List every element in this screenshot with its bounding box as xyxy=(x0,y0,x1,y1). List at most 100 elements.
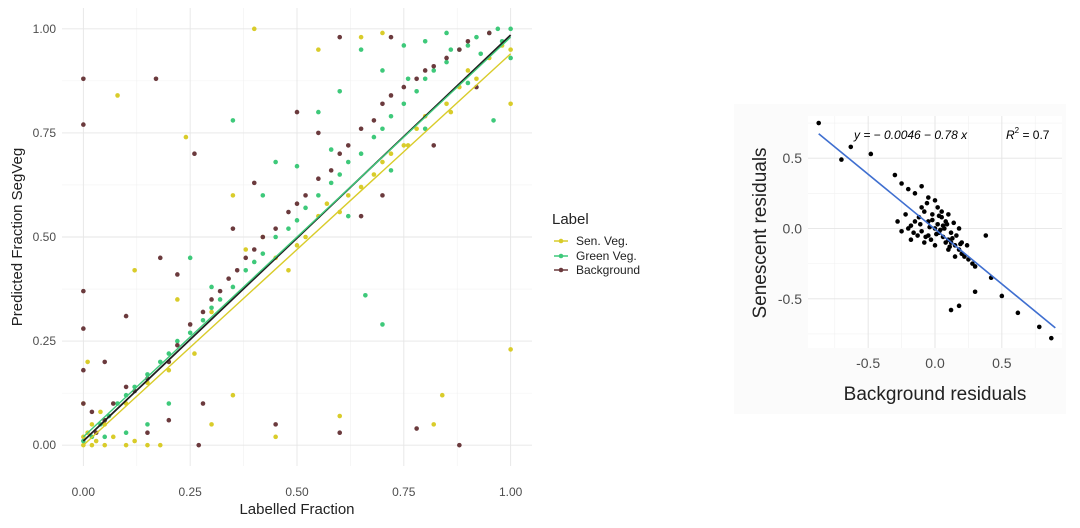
regression-equation: y = − 0.0046 − 0.78 x xyxy=(853,128,968,142)
point-background xyxy=(337,34,343,40)
point-background xyxy=(81,367,86,373)
point-sen-veg xyxy=(123,442,129,448)
residual-point xyxy=(951,220,957,226)
point-sen-veg xyxy=(183,134,189,140)
point-green-veg xyxy=(401,43,407,48)
y-tick-labels: 0.00 0.25 0.50 0.75 1.00 xyxy=(33,22,57,452)
residuals-x-axis-title: Background residuals xyxy=(844,384,1027,405)
residual-point xyxy=(922,240,927,245)
point-background xyxy=(89,409,95,415)
point-green-veg xyxy=(388,113,394,119)
point-green-veg xyxy=(316,109,321,115)
point-green-veg xyxy=(217,297,223,302)
point-background xyxy=(196,442,202,448)
point-background xyxy=(294,201,300,206)
point-green-veg xyxy=(465,80,471,86)
legend: Label Sen. Veg. Green Veg. Background xyxy=(552,211,640,277)
point-green-veg xyxy=(380,126,385,132)
residual-point xyxy=(919,184,924,189)
residual-point xyxy=(935,205,940,210)
point-background xyxy=(422,68,428,73)
point-green-veg xyxy=(187,330,193,336)
point-background xyxy=(230,226,236,231)
point-green-veg xyxy=(431,68,437,73)
residuals-x-tick-labels: -0.5 0.0 0.5 xyxy=(856,355,1012,371)
point-green-veg xyxy=(465,43,471,48)
point-background xyxy=(145,430,150,435)
point-green-veg xyxy=(230,118,236,123)
residual-point xyxy=(936,213,942,219)
point-sen-veg xyxy=(157,442,163,448)
point-green-veg xyxy=(260,251,266,256)
residuals-y-axis-title: Senescent residuals xyxy=(750,147,771,318)
residual-point xyxy=(950,236,955,241)
point-sen-veg xyxy=(230,193,236,198)
point-sen-veg xyxy=(380,30,385,36)
point-sen-veg xyxy=(444,101,449,107)
point-sen-veg xyxy=(110,434,116,440)
point-background xyxy=(243,255,249,261)
residual-point xyxy=(839,157,844,162)
point-background xyxy=(110,401,116,406)
point-sen-veg xyxy=(209,422,214,427)
y-tick-label: 0.5 xyxy=(783,150,803,166)
point-green-veg xyxy=(145,422,150,427)
point-sen-veg xyxy=(93,438,99,444)
point-green-veg xyxy=(422,39,428,44)
residuals-scatter-chart: -0.5 0.0 0.5 0.5 0.0 -0.5 y = − 0.0046 − 0.7… xyxy=(734,104,1066,414)
point-background xyxy=(414,426,419,431)
point-sen-veg xyxy=(89,442,95,448)
point-green-veg xyxy=(209,305,214,311)
residual-point xyxy=(848,144,854,150)
point-green-veg xyxy=(401,101,407,107)
point-background xyxy=(217,288,223,294)
residual-point xyxy=(816,120,821,126)
point-background xyxy=(251,180,257,186)
legend-title: Label xyxy=(552,211,589,228)
point-green-veg xyxy=(166,401,172,406)
legend-label-green-veg: Green Veg. xyxy=(576,249,637,263)
point-sen-veg xyxy=(251,26,257,32)
point-background xyxy=(166,417,172,423)
point-background xyxy=(457,442,462,448)
residual-point xyxy=(999,293,1005,299)
y-tick-label: 0.50 xyxy=(33,230,57,244)
fit-line xyxy=(82,34,512,442)
point-background xyxy=(337,151,343,157)
point-green-veg xyxy=(444,30,449,36)
residual-point xyxy=(912,219,918,224)
point-background xyxy=(157,255,163,261)
point-sen-veg xyxy=(89,422,95,427)
y-axis-title: Predicted Fraction SegVeg xyxy=(9,148,26,326)
point-background xyxy=(303,193,308,198)
point-green-veg xyxy=(448,47,454,52)
point-sen-veg xyxy=(508,347,513,352)
residual-point xyxy=(908,237,914,243)
residual-point xyxy=(972,264,978,269)
residual-point xyxy=(946,212,951,217)
point-background xyxy=(345,143,351,148)
point-green-veg xyxy=(345,159,351,165)
legend-dot-background xyxy=(558,267,564,273)
y-tick-label: 0.75 xyxy=(33,126,57,140)
y-tick-label: 1.00 xyxy=(33,22,57,36)
point-green-veg xyxy=(337,172,343,177)
point-green-veg xyxy=(230,284,236,290)
segveg-scatter-chart: 0.00 0.25 0.50 0.75 1.00 0.00 0.25 0.50 0.75 1.0… xyxy=(9,8,640,518)
residual-point xyxy=(972,289,978,295)
residual-point xyxy=(928,237,934,243)
point-background xyxy=(81,326,86,331)
point-green-veg xyxy=(102,434,108,440)
point-background xyxy=(358,213,364,219)
legend-label-sen-veg: Sen. Veg. xyxy=(576,234,628,248)
point-background xyxy=(175,272,180,277)
point-green-veg xyxy=(380,68,385,73)
point-sen-veg xyxy=(303,234,308,240)
point-background xyxy=(273,226,278,231)
point-sen-veg xyxy=(273,434,278,440)
residual-point xyxy=(948,307,954,313)
point-sen-veg xyxy=(388,151,394,157)
point-green-veg xyxy=(260,193,266,198)
point-background xyxy=(209,297,214,302)
y-tick-label: 0.25 xyxy=(33,334,57,348)
